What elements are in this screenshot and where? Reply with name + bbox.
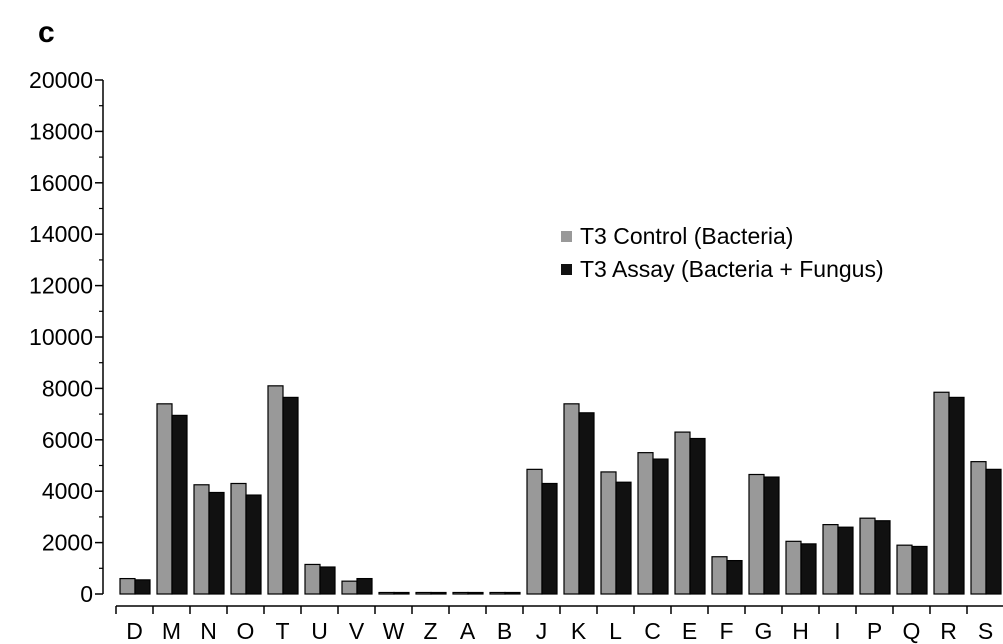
y-tick-label: 8000 [42, 375, 93, 401]
x-tick-label: S [978, 618, 993, 644]
bar-assay [504, 591, 521, 595]
bar-control [859, 517, 876, 595]
bar-control [600, 471, 617, 595]
y-tick-label: 0 [80, 581, 93, 607]
bar-assay [171, 414, 188, 595]
bar-assay [837, 526, 854, 595]
y-tick-label: 2000 [42, 530, 93, 556]
bar-control [304, 563, 321, 595]
bar-control [563, 403, 580, 595]
bar-assay [541, 482, 558, 595]
x-tick-label: H [792, 618, 809, 644]
bar-assay [578, 412, 595, 595]
x-tick-label: V [349, 618, 365, 644]
bar-control [785, 540, 802, 595]
bar-assay [356, 577, 373, 595]
x-tick-label: G [755, 618, 773, 644]
y-tick-label: 14000 [29, 221, 93, 247]
x-tick-label: N [200, 618, 217, 644]
bar-control [637, 452, 654, 595]
x-tick-label: R [940, 618, 957, 644]
bar-assay [763, 476, 780, 595]
y-tick-label: 4000 [42, 478, 93, 504]
x-tick-label: A [460, 618, 476, 644]
bar-control [230, 482, 247, 595]
bar-assay [467, 591, 484, 595]
x-tick-label: L [609, 618, 622, 644]
bar-control [193, 484, 210, 595]
x-tick-label: B [497, 618, 512, 644]
bar-assay [726, 559, 743, 595]
bar-control [711, 556, 728, 595]
bar-assay [245, 494, 262, 595]
x-tick-label: O [237, 618, 255, 644]
bar-assay [208, 491, 225, 595]
x-tick-label: T [275, 618, 289, 644]
bar-control [452, 591, 469, 595]
bar-assay [652, 458, 669, 595]
bar-control [526, 468, 543, 595]
y-tick-label: 18000 [29, 118, 93, 144]
x-tick-label: U [311, 618, 328, 644]
bar-assay [615, 481, 632, 595]
bar-assay [948, 396, 965, 595]
bar-assay [874, 520, 891, 595]
x-tick-label: P [867, 618, 882, 644]
y-axis: 0 2000 4000 6000 8000 10000 12000 14000 16000 180… [29, 67, 104, 607]
x-tick-label: Z [423, 618, 437, 644]
x-tick-label: W [383, 618, 405, 644]
bar-assay [689, 437, 706, 595]
x-tick-label: E [682, 618, 697, 644]
legend-swatch-control [561, 231, 572, 242]
x-tick-label: K [571, 618, 587, 644]
bar-control [415, 591, 432, 595]
bar-assay [319, 566, 336, 595]
bar-assay [134, 579, 151, 595]
bar-assay [282, 396, 299, 595]
bar-control [156, 403, 173, 595]
bar-control [378, 591, 395, 595]
y-tick-label: 12000 [29, 273, 93, 299]
bar-control [933, 391, 950, 595]
bar-assay [985, 468, 1002, 595]
bar-control [267, 385, 284, 595]
x-tick-label: J [536, 618, 548, 644]
bar-control [748, 473, 765, 595]
legend: T3 Control (Bacteria) T3 Assay (Bacteria… [561, 223, 884, 282]
legend-swatch-assay [561, 264, 572, 275]
bar-control [822, 524, 839, 595]
x-tick-label: I [834, 618, 840, 644]
bar-assay [800, 543, 817, 595]
x-tick-label: M [162, 618, 181, 644]
bar-assay [430, 591, 447, 595]
bar-control [970, 461, 987, 595]
bar-control [489, 591, 506, 595]
x-tick-label: Q [903, 618, 921, 644]
y-tick-label: 16000 [29, 170, 93, 196]
panel-label: c [38, 16, 55, 49]
bar-control [896, 544, 913, 595]
x-tick-label: C [644, 618, 661, 644]
bar-assay [911, 545, 928, 595]
y-tick-label: 20000 [29, 67, 93, 93]
bar-control [341, 580, 358, 595]
legend-label-control: T3 Control (Bacteria) [580, 223, 793, 249]
y-tick-label: 10000 [29, 324, 93, 350]
bar-control [674, 431, 691, 595]
bars [119, 385, 1002, 595]
legend-label-assay: T3 Assay (Bacteria + Fungus) [580, 256, 884, 282]
x-tick-label: D [126, 618, 143, 644]
bar-assay [393, 591, 410, 595]
x-tick-label: F [719, 618, 733, 644]
y-tick-label: 6000 [42, 427, 93, 453]
bar-control [119, 577, 136, 595]
